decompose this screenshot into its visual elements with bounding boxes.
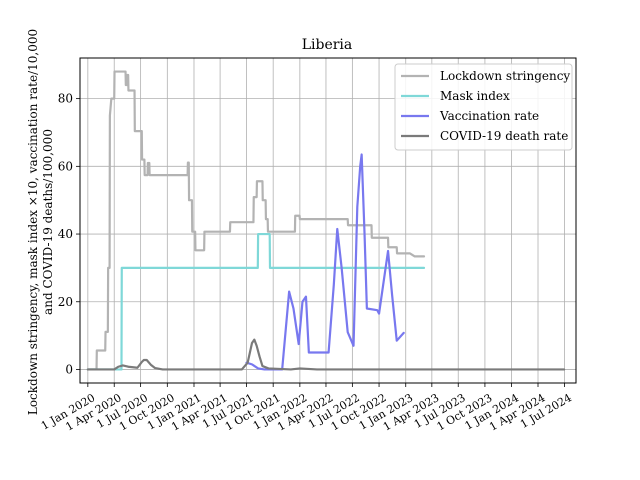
series-line-vaccination-rate [245,153,405,371]
y-axis-ticks: 0 20 40 60 80 [58,92,80,376]
legend: Lockdown stringency Mask index Vaccination… [394,63,573,151]
y-tick-label: 60 [58,159,73,173]
chart-title: Liberia [302,37,353,53]
legend-label: Mask index [440,89,510,103]
legend-box [394,63,573,151]
y-tick-label: 40 [58,227,73,241]
y-tick-label: 80 [58,92,73,106]
plot-series [86,70,566,371]
y-axis-label-line2: and COVID-19 deaths/100,000 [41,129,55,315]
series-line-mask-index [86,232,426,371]
series-line-lockdown-stringency [86,70,426,371]
legend-label: Vaccination rate [439,109,539,123]
legend-label: COVID-19 death rate [440,129,568,143]
legend-label: Lockdown stringency [440,69,570,83]
y-tick-label: 20 [58,295,73,309]
axes-frame [79,57,577,384]
y-axis-label-line1: Lockdown stringency, mask index ×10, vac… [26,29,40,415]
series-line-covid-19-death-rate [86,338,566,371]
y-tick-label: 0 [65,362,73,376]
